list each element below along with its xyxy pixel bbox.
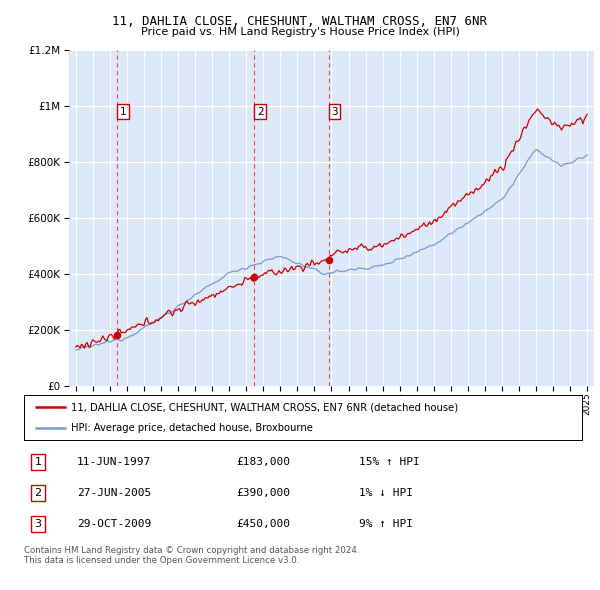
Text: HPI: Average price, detached house, Broxbourne: HPI: Average price, detached house, Brox…	[71, 422, 313, 432]
Text: £450,000: £450,000	[236, 519, 290, 529]
Text: 11, DAHLIA CLOSE, CHESHUNT, WALTHAM CROSS, EN7 6NR: 11, DAHLIA CLOSE, CHESHUNT, WALTHAM CROS…	[113, 15, 487, 28]
Text: 1: 1	[34, 457, 41, 467]
Text: 3: 3	[331, 107, 338, 117]
Text: 15% ↑ HPI: 15% ↑ HPI	[359, 457, 419, 467]
Text: 1: 1	[120, 107, 127, 117]
Text: £390,000: £390,000	[236, 488, 290, 498]
Text: 29-OCT-2009: 29-OCT-2009	[77, 519, 151, 529]
Text: 1% ↓ HPI: 1% ↓ HPI	[359, 488, 413, 498]
Text: 11-JUN-1997: 11-JUN-1997	[77, 457, 151, 467]
Text: £183,000: £183,000	[236, 457, 290, 467]
Text: 3: 3	[34, 519, 41, 529]
Text: Price paid vs. HM Land Registry's House Price Index (HPI): Price paid vs. HM Land Registry's House …	[140, 27, 460, 37]
Text: 27-JUN-2005: 27-JUN-2005	[77, 488, 151, 498]
Text: 2: 2	[34, 488, 41, 498]
Text: 11, DAHLIA CLOSE, CHESHUNT, WALTHAM CROSS, EN7 6NR (detached house): 11, DAHLIA CLOSE, CHESHUNT, WALTHAM CROS…	[71, 402, 458, 412]
Text: 9% ↑ HPI: 9% ↑ HPI	[359, 519, 413, 529]
Text: Contains HM Land Registry data © Crown copyright and database right 2024.: Contains HM Land Registry data © Crown c…	[24, 546, 359, 555]
Text: 2: 2	[257, 107, 263, 117]
Text: This data is licensed under the Open Government Licence v3.0.: This data is licensed under the Open Gov…	[24, 556, 299, 565]
